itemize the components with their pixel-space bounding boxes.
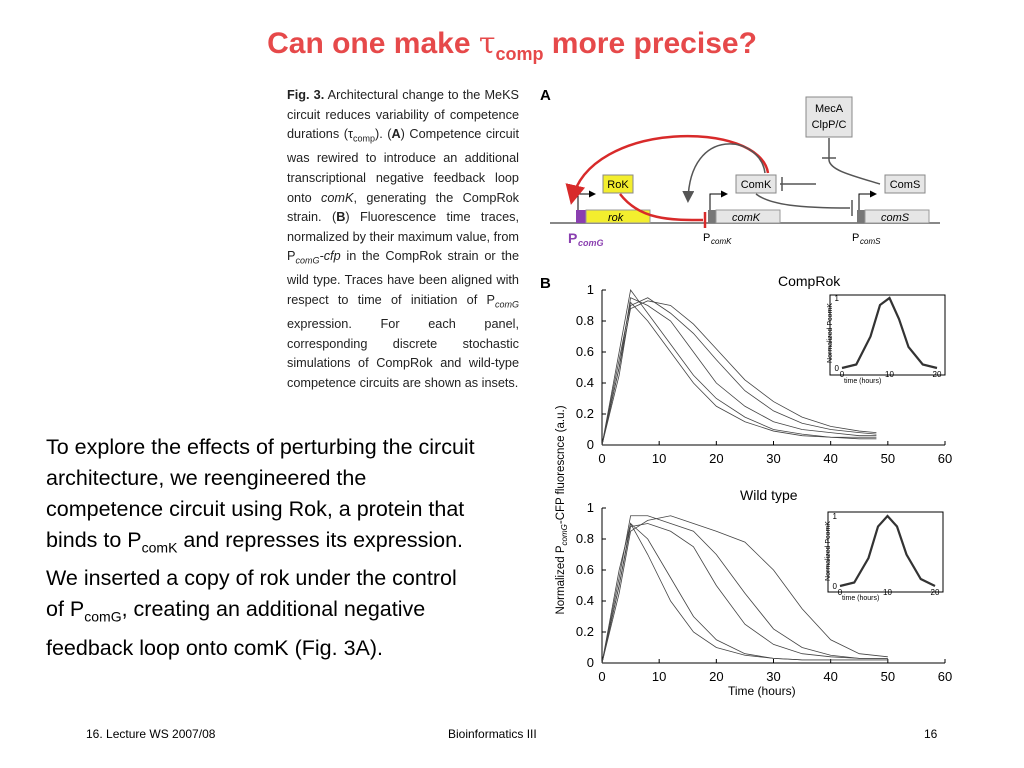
svg-text:comS: comS xyxy=(860,237,881,246)
svg-text:P: P xyxy=(703,232,710,244)
chart-title-comprok: CompRok xyxy=(778,273,841,289)
figure-3: A MecA ClpP/C rok RoK P comG comK ComK P… xyxy=(540,87,952,698)
y-tick-label: 0.6 xyxy=(576,344,594,359)
y-tick-label: 0 xyxy=(587,655,594,670)
pcomg-promoter xyxy=(576,210,586,223)
shared-y-axis-label: Normalized PcomG-CFP fluorescnce (a.u.) xyxy=(555,405,569,614)
panel-a-label: A xyxy=(540,87,551,104)
slide-title: Can one make τcomp more precise? xyxy=(267,26,757,64)
rok-protein xyxy=(602,174,634,194)
caption-label: Fig. 3. xyxy=(287,88,325,102)
svg-text:RoK: RoK xyxy=(607,179,629,191)
y-tick-label: 0.2 xyxy=(576,624,594,639)
coms-gene xyxy=(864,209,930,224)
svg-text:rok: rok xyxy=(608,212,624,224)
inset-x-tick-label: 0 xyxy=(840,370,845,379)
x-tick-label: 0 xyxy=(598,451,605,466)
svg-text:comG: comG xyxy=(578,238,604,248)
svg-text:P: P xyxy=(852,232,859,244)
trace-line xyxy=(601,301,877,446)
trace-line xyxy=(601,515,888,664)
trace-line xyxy=(601,297,877,446)
svg-text:P: P xyxy=(568,230,577,246)
inset-y-tick-label: 1 xyxy=(835,294,840,303)
x-tick-label: 10 xyxy=(652,669,666,684)
rok-gene xyxy=(585,209,651,224)
inset-y-label: Normalized PcomK xyxy=(825,521,832,581)
footer-lecture: 16. Lecture WS 2007/08 xyxy=(86,727,216,741)
inset-x-tick-label: 10 xyxy=(883,588,892,597)
inset-y-label: Normalized PcomK xyxy=(827,303,834,363)
chart-title-wildtype: Wild type xyxy=(740,487,798,503)
svg-text:MecA: MecA xyxy=(815,103,844,115)
x-tick-label: 20 xyxy=(709,451,723,466)
trace-line xyxy=(601,522,888,664)
x-axis-label: Time (hours) xyxy=(728,684,796,698)
y-tick-label: 0.6 xyxy=(576,562,594,577)
footer-course: Bioinformatics III xyxy=(448,727,537,741)
inset-trace xyxy=(841,296,938,370)
y-tick-label: 0.4 xyxy=(576,375,594,390)
svg-text:comS: comS xyxy=(881,212,910,224)
footer-page-number: 16 xyxy=(924,727,938,741)
comk-protein xyxy=(735,174,777,194)
x-tick-label: 60 xyxy=(938,669,952,684)
svg-text:time (hours): time (hours) xyxy=(842,595,879,602)
meca-clpp-box xyxy=(805,96,853,138)
pcomk-promoter xyxy=(708,210,716,223)
x-tick-label: 50 xyxy=(881,451,895,466)
svg-text:comK: comK xyxy=(732,212,761,224)
x-tick-label: 30 xyxy=(766,669,780,684)
svg-text:ComK: ComK xyxy=(741,179,772,191)
coms-protein xyxy=(884,174,926,194)
y-tick-label: 0.8 xyxy=(576,531,594,546)
body-paragraph: To explore the effects of perturbing the… xyxy=(46,435,475,660)
inset-trace xyxy=(839,514,936,588)
y-tick-label: 1 xyxy=(587,282,594,297)
y-tick-label: 0.4 xyxy=(576,593,594,608)
inset-x-tick-label: 20 xyxy=(933,370,942,379)
trace-line xyxy=(601,297,877,446)
x-tick-label: 10 xyxy=(652,451,666,466)
svg-text:ComS: ComS xyxy=(890,179,921,191)
y-tick-label: 0.2 xyxy=(576,406,594,421)
figure-caption: Fig. 3. Architectural change to the MeKS… xyxy=(287,88,520,390)
inset-y-tick-label: 0 xyxy=(833,582,838,591)
x-tick-label: 0 xyxy=(598,669,605,684)
x-tick-label: 40 xyxy=(823,451,837,466)
y-tick-label: 1 xyxy=(587,500,594,515)
svg-text:comK: comK xyxy=(711,237,732,246)
panel-b-label: B xyxy=(540,275,551,292)
x-tick-label: 30 xyxy=(766,451,780,466)
inset-x-tick-label: 10 xyxy=(885,370,894,379)
trace-line xyxy=(601,515,888,664)
y-tick-label: 0 xyxy=(587,437,594,452)
red-repression-arrow xyxy=(619,193,704,222)
x-tick-label: 60 xyxy=(938,451,952,466)
inset-y-tick-label: 1 xyxy=(833,512,838,521)
pcoms-promoter xyxy=(857,210,865,223)
x-tick-label: 40 xyxy=(823,669,837,684)
inset-y-tick-label: 0 xyxy=(835,364,840,373)
x-tick-label: 50 xyxy=(881,669,895,684)
trace-line xyxy=(601,523,888,664)
svg-text:ClpP/C: ClpP/C xyxy=(812,119,847,131)
y-tick-label: 0.8 xyxy=(576,313,594,328)
comk-gene xyxy=(715,209,781,224)
inset-x-tick-label: 20 xyxy=(931,588,940,597)
inset-x-tick-label: 0 xyxy=(838,588,843,597)
trace-line xyxy=(601,300,877,446)
x-tick-label: 20 xyxy=(709,669,723,684)
svg-text:time (hours): time (hours) xyxy=(844,378,881,385)
